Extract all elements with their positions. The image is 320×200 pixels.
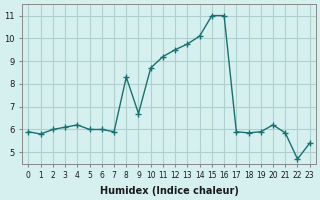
X-axis label: Humidex (Indice chaleur): Humidex (Indice chaleur) <box>100 186 238 196</box>
